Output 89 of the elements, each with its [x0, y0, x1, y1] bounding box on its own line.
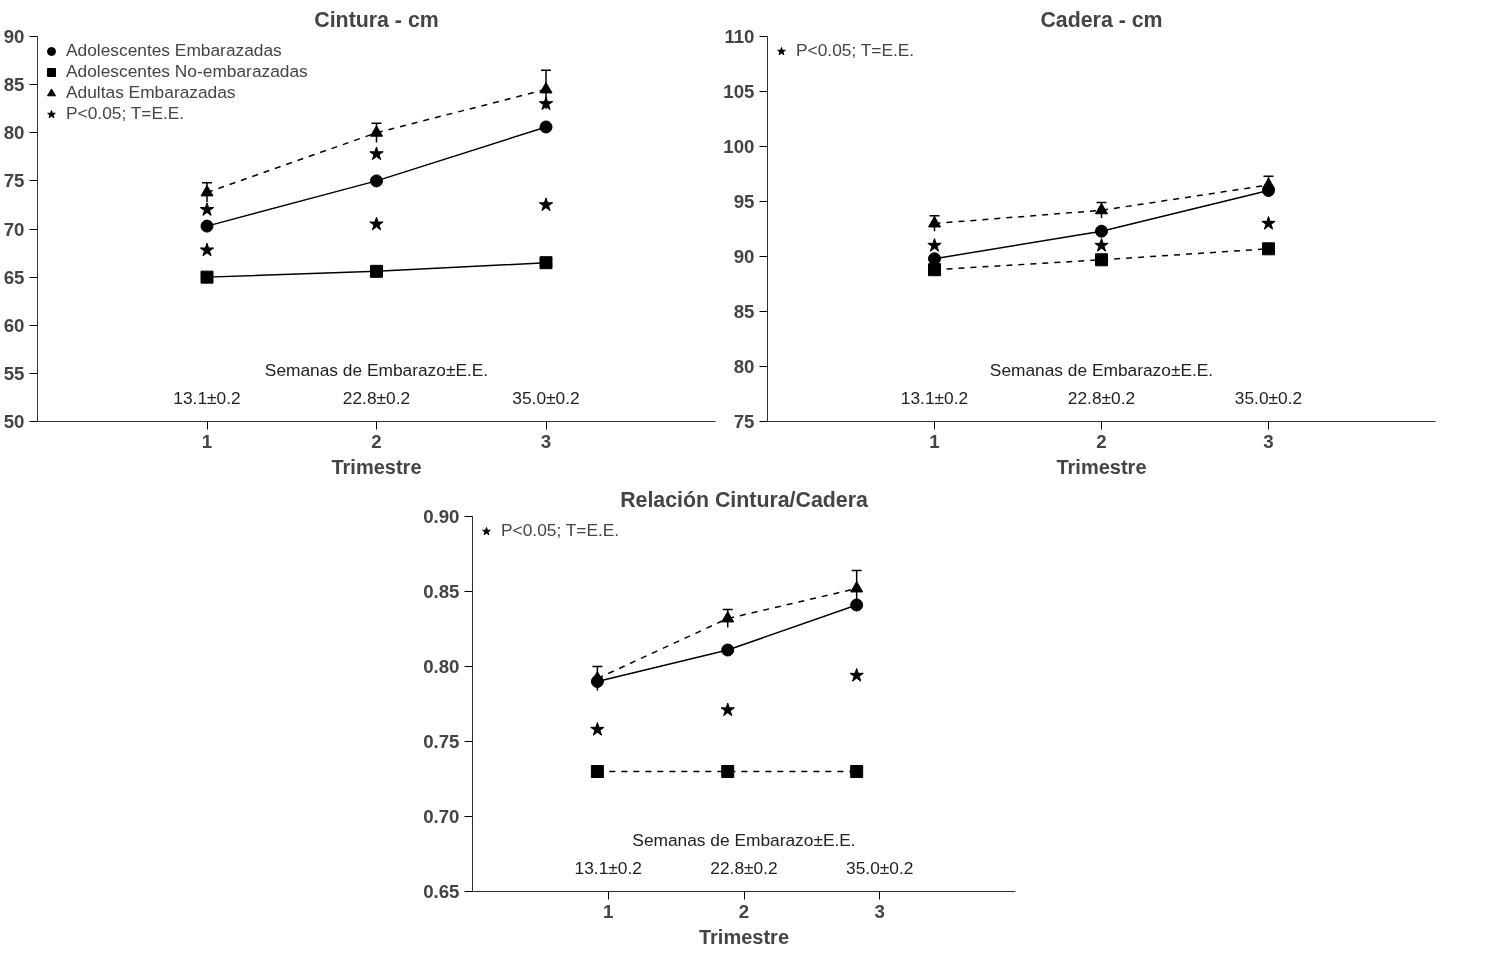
- y-tick-label: 90: [733, 246, 755, 267]
- legend-label: Adultas Embarazadas: [66, 82, 236, 103]
- annotation: 13.1±0.2: [574, 857, 642, 878]
- x-axis-title: Trimestre: [331, 455, 422, 478]
- annotation: 35.0±0.2: [846, 857, 914, 878]
- point: [590, 671, 604, 683]
- x-axis-title: Trimestre: [1056, 455, 1147, 478]
- point: [369, 146, 384, 161]
- y-tick-label: 55: [3, 362, 25, 384]
- y-tick-label: 105: [723, 81, 755, 102]
- point: [721, 643, 735, 657]
- y-tick-label: 65: [3, 266, 25, 288]
- y-tick-label: 95: [733, 191, 755, 212]
- point: [539, 256, 553, 270]
- x-tick-label: 3: [540, 430, 552, 452]
- point: [721, 765, 735, 778]
- point: [369, 216, 384, 231]
- point: [370, 174, 383, 188]
- point: [1261, 216, 1276, 230]
- x-tick-label: 2: [371, 430, 382, 452]
- x-tick-label: 3: [874, 900, 885, 922]
- point: [1262, 177, 1275, 189]
- y-tick-label: 0.70: [423, 806, 460, 827]
- y-tick-label: 80: [3, 122, 25, 144]
- x-tick-label: 1: [603, 900, 614, 922]
- point: [1262, 242, 1275, 256]
- y-tick-label: 90: [3, 26, 25, 47]
- annotation: 13.1±0.2: [173, 387, 241, 408]
- annotation: 35.0±0.2: [512, 387, 580, 408]
- point: [1095, 224, 1108, 238]
- x-axis-title: Trimestre: [698, 925, 790, 948]
- y-tick-label: 75: [733, 411, 755, 432]
- legend-label: P<0.05; T=E.E.: [66, 103, 185, 124]
- legend-label: P<0.05; T=E.E.: [501, 520, 620, 541]
- y-tick-label: 50: [3, 411, 25, 432]
- point: [370, 264, 383, 278]
- point: [928, 263, 941, 277]
- point: [721, 611, 735, 623]
- chart-title: Cintura - cm: [314, 7, 439, 32]
- y-tick-label: 110: [724, 26, 755, 47]
- x-tick-label: 2: [738, 900, 750, 922]
- chart-title: Cadera - cm: [1040, 7, 1163, 32]
- annotation: Semanas de Embarazo±E.E.: [989, 359, 1214, 380]
- y-tick-label: 85: [733, 301, 755, 322]
- annotation: 22.8±0.2: [710, 857, 778, 878]
- y-tick-label: 85: [3, 74, 25, 96]
- x-tick-label: 2: [1096, 430, 1107, 452]
- y-tick-label: 100: [723, 136, 755, 157]
- y-tick-label: 75: [3, 170, 25, 192]
- y-tick-label: 60: [3, 314, 25, 336]
- point: [928, 216, 941, 228]
- point: [199, 202, 215, 216]
- y-tick-label: 0.90: [423, 506, 460, 527]
- point: [850, 598, 864, 612]
- point: [850, 765, 864, 778]
- y-tick-label: 0.80: [423, 656, 460, 677]
- x-tick-label: 1: [201, 430, 213, 452]
- point: [590, 722, 605, 736]
- point: [200, 270, 214, 284]
- point: [1095, 253, 1108, 267]
- x-tick-label: 3: [1263, 430, 1274, 452]
- point: [927, 238, 942, 252]
- point: [590, 765, 604, 778]
- annotation: Semanas de Embarazo±E.E.: [632, 829, 856, 850]
- point: [539, 120, 553, 134]
- y-tick-label: 80: [733, 356, 755, 377]
- legend-label: Adolescentes Embarazadas: [66, 40, 282, 61]
- point: [199, 242, 215, 257]
- point: [850, 581, 864, 593]
- y-tick-label: 0.85: [423, 581, 460, 602]
- point: [1094, 238, 1109, 252]
- annotation: 22.8±0.2: [342, 387, 411, 408]
- y-tick-label: 70: [3, 218, 25, 240]
- point: [370, 125, 383, 137]
- annotation: Semanas de Embarazo±E.E.: [264, 359, 489, 380]
- point: [538, 96, 554, 111]
- point: [538, 197, 554, 212]
- x-tick-label: 1: [929, 430, 940, 452]
- point: [720, 702, 735, 717]
- annotation: 13.1±0.2: [900, 387, 969, 408]
- point: [849, 668, 864, 682]
- annotation: 22.8±0.2: [1067, 387, 1136, 408]
- y-tick-label: 0.75: [423, 731, 460, 752]
- annotation: 35.0±0.2: [1234, 387, 1303, 408]
- chart-title: Relación Cintura/Cadera: [620, 487, 868, 512]
- y-tick-label: 0.65: [423, 881, 460, 902]
- legend-label: P<0.05; T=E.E.: [796, 40, 915, 61]
- legend-label: Adolescentes No-embarazadas: [66, 61, 308, 82]
- point: [200, 219, 214, 233]
